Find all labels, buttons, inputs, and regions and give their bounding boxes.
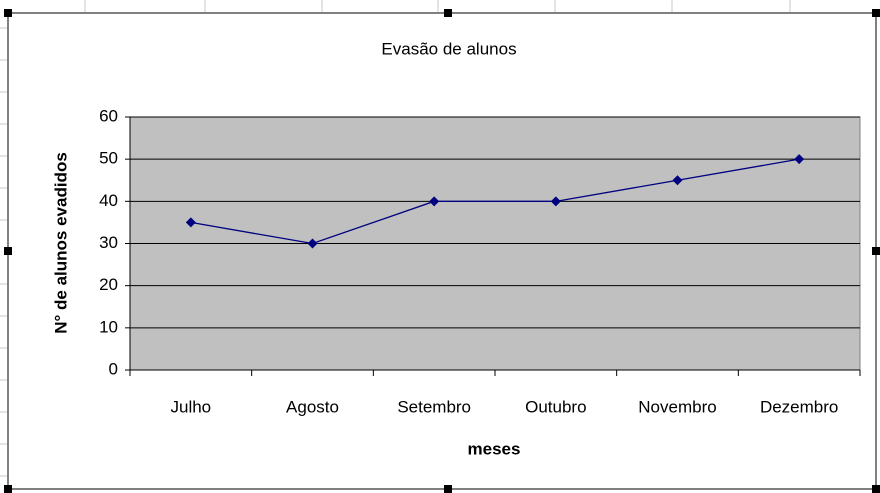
y-tick-label: 10 [99,317,118,336]
sheet-grid [0,0,791,477]
point-marker [429,196,440,207]
y-tick-label: 0 [109,359,118,378]
y-tick-label: 60 [99,106,118,125]
point-marker [550,196,561,207]
x-tick-label: Agosto [286,397,339,416]
x-tick-label: Julho [171,397,212,416]
x-tick-label: Setembro [397,397,471,416]
point-marker [672,175,683,186]
series-line [190,158,800,245]
chart-title: Evasão de alunos [381,39,516,58]
y-tick-label: 50 [99,149,118,168]
y-tick-label: 30 [99,233,118,252]
point-marker [794,154,805,165]
x-tick-label: Novembro [638,397,716,416]
y-tick-label: 40 [99,191,118,210]
point-marker [307,238,318,249]
y-axis-label: N° de alunos evadidos [51,152,70,334]
point-marker [185,217,196,228]
x-tick-label: Outubro [525,397,586,416]
y-tick-label: 20 [99,275,118,294]
x-tick-label: Dezembro [760,397,838,416]
x-axis-label: meses [468,439,521,458]
selection-handles [4,9,880,493]
